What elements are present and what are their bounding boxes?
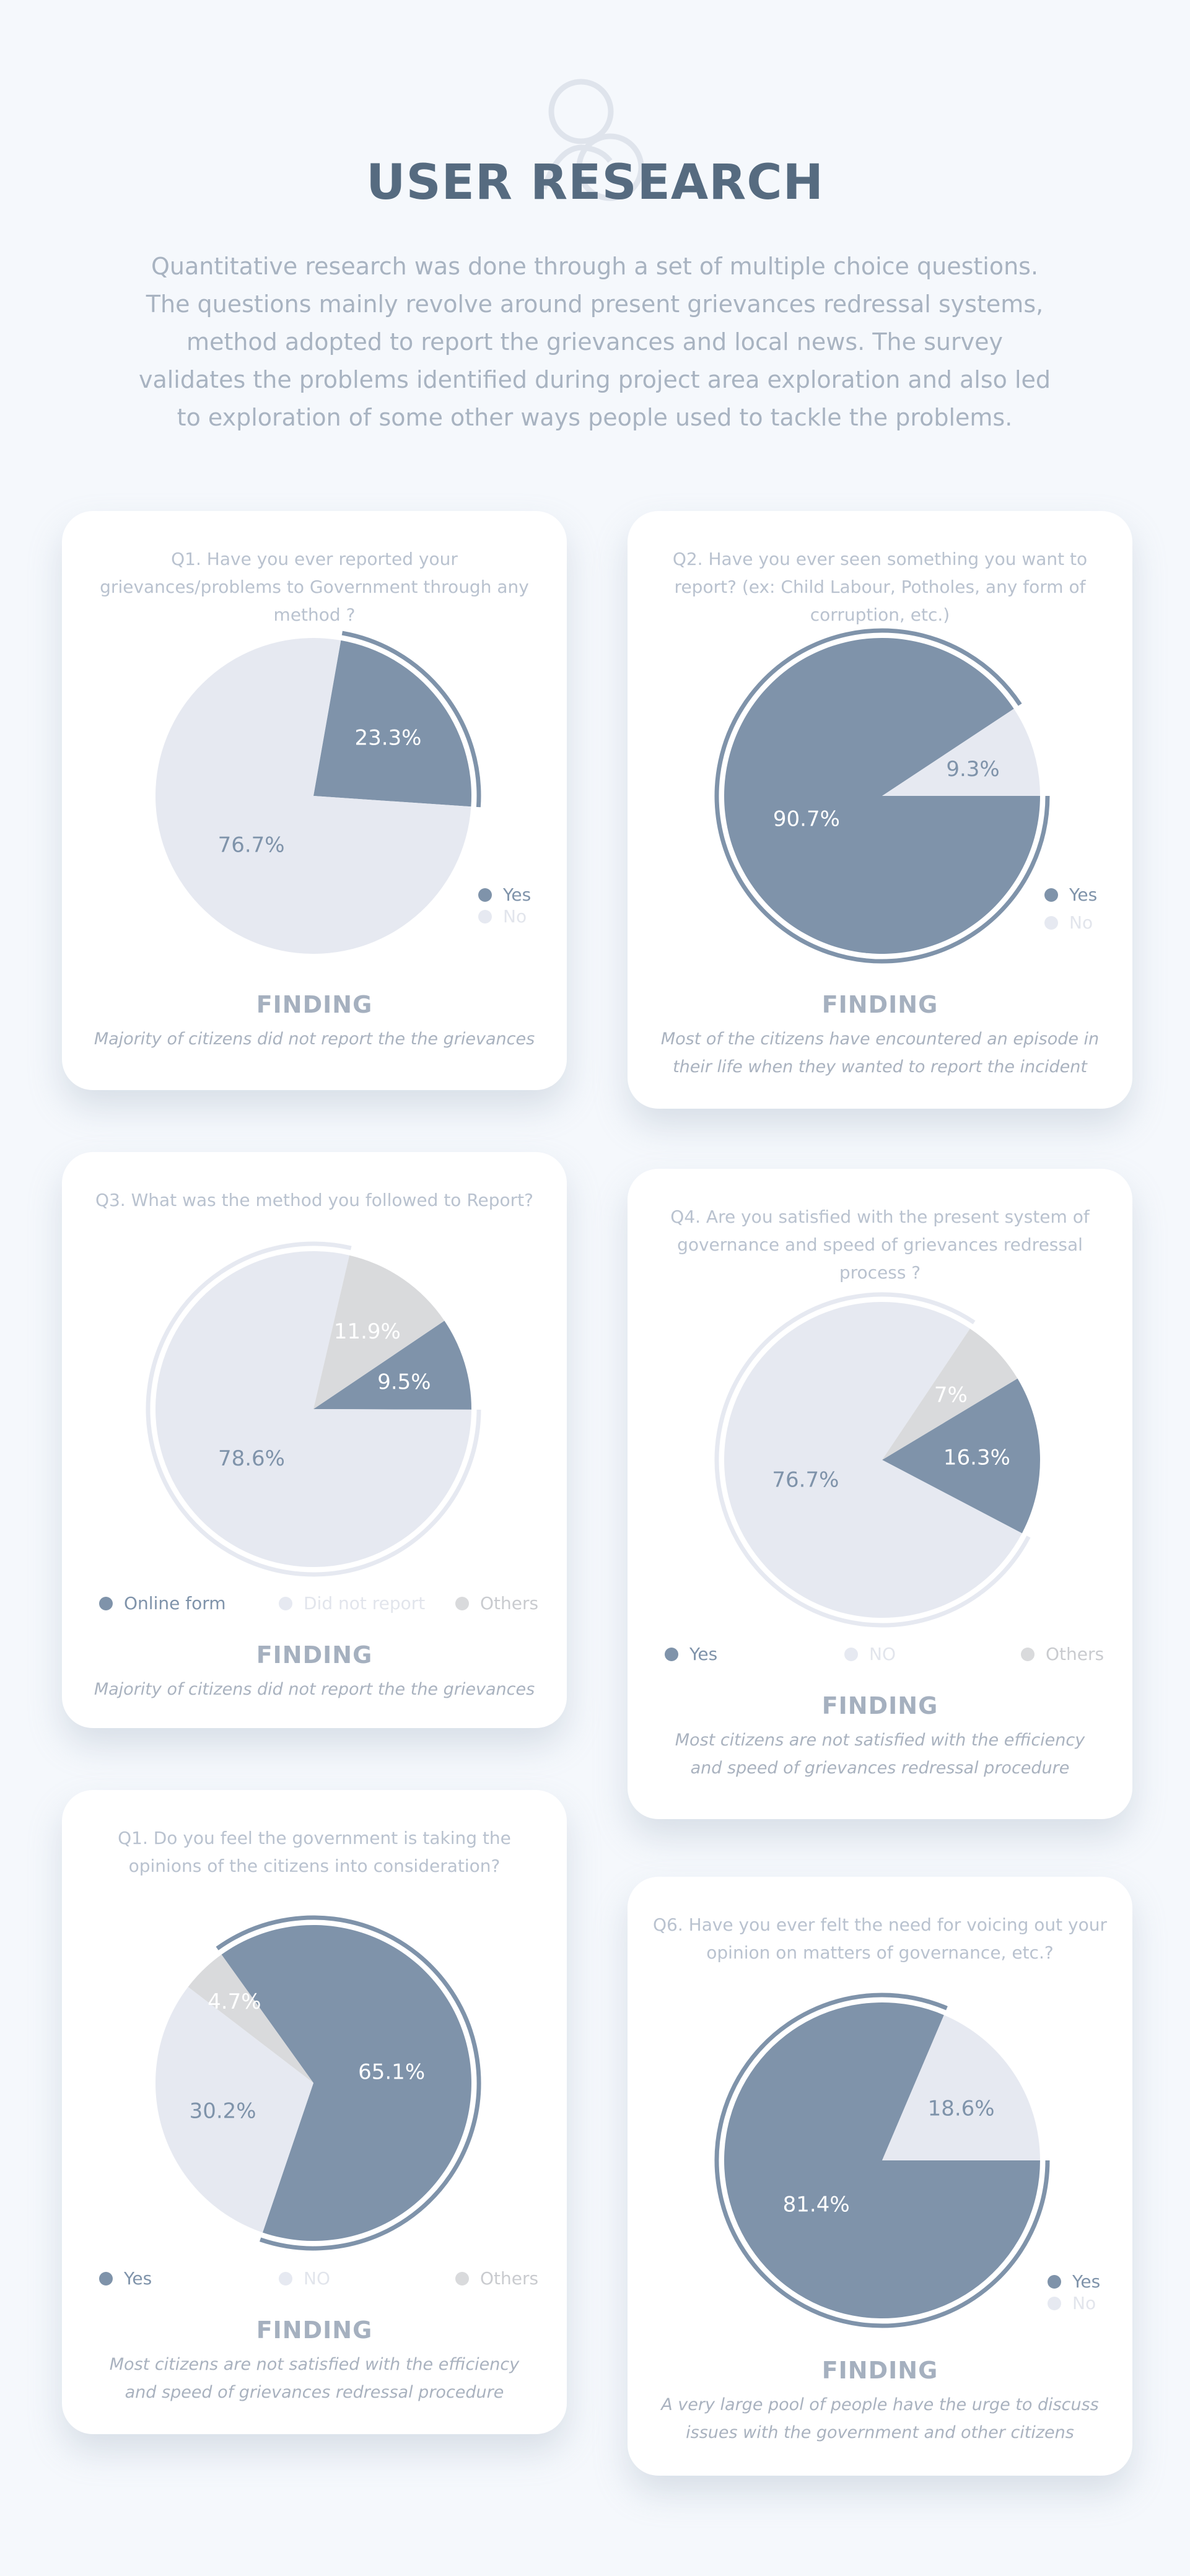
question-card-6: Q6. Have you ever felt the need for voic… [628,1877,1132,2476]
question-text: Q2. Have you ever seen something you wan… [672,549,1088,625]
pie-chart: 16.3% 76.7% 7% [714,1292,1040,1628]
question-text: Q3. What was the method you followed to … [95,1190,534,1210]
legend-label-did-not-report: Did not report [304,1593,426,1613]
legend-dot-no [844,1647,858,1661]
users-icon [541,79,644,201]
question-text: Q1. Have you ever reported your grievanc… [100,549,529,625]
finding-text: Most citizens are not satisfied with the… [109,2355,520,2402]
pie-chart: 9.5% 78.6% 11.9% [146,1241,481,1577]
finding-text: Most of the citizens have encountered an… [660,1029,1100,1076]
finding-title: FINDING [256,2316,373,2344]
legend-label-yes: Yes [689,1644,718,1664]
pie-slice-others [882,1329,1018,1460]
legend-label-no: No [503,906,527,927]
finding-title: FINDING [821,2357,938,2384]
pie-slice-yes [221,1925,471,2241]
legend-label-no: No [1072,2293,1096,2313]
pie-value-label: 90.7% [773,807,840,832]
legend-dot-did-not-report [279,1596,292,1610]
pie-highlight-ring [714,1993,1050,2328]
pie-slice-online-form [313,1321,471,1410]
pie-value-label: 11.9% [334,1319,401,1344]
pie-chart: 90.7% 9.3% [714,628,1050,964]
pie-value-label: 9.3% [946,757,999,782]
pie-slice-others [313,1255,445,1409]
pie-slice-yes [882,1378,1040,1534]
legend-dot-online-form [99,1596,113,1610]
legend-dot-others [455,2271,469,2286]
pie-value-label: 18.6% [928,2097,995,2121]
pie-highlight-ring [146,1241,481,1577]
pie-highlight-ring [341,631,481,808]
question-text: Q4. Are you satisfied with the present s… [670,1207,1090,1283]
pie-value-label: 76.7% [772,1467,839,1492]
pie-slice-no [882,2015,1040,2160]
legend-label-others: Others [480,2268,539,2289]
finding-title: FINDING [821,991,938,1018]
pie-value-label: 9.5% [377,1370,431,1395]
legend-dot-yes [665,1647,678,1661]
pie-value-label: 30.2% [190,2098,256,2123]
pie-value-label: 7% [934,1382,968,1407]
pie-slice-others [188,1954,313,2083]
legend-label-yes: Yes [503,884,532,905]
legend-label-no: NO [869,1644,896,1664]
legend-dot-no [279,2271,292,2286]
legend-label-yes: Yes [1069,884,1098,905]
pie-slice-did-not-report [155,1251,471,1567]
finding-title: FINDING [256,1641,373,1669]
legend-dot-others [455,1596,469,1610]
pie-value-label: 23.3% [354,726,421,751]
question-card-4: Q4. Are you satisfied with the present s… [628,1169,1132,1819]
question-card-3: Q3. What was the method you followed to … [62,1152,567,1728]
finding-title: FINDING [256,991,373,1018]
legend-dot-yes [478,888,492,902]
legend-dot-yes [1048,2274,1061,2289]
finding-title: FINDING [821,1692,938,1719]
finding-text: A very large pool of people have the urg… [661,2395,1099,2442]
legend-label-online-form: Online form [124,1593,226,1613]
question-card-1: Q1. Have you ever reported your grievanc… [62,511,567,1090]
legend-label-no: NO [304,2268,330,2289]
finding-text: Most citizens are not satisfied with the… [675,1731,1085,1778]
legend-dot-yes [1044,888,1058,902]
pie-slice-no [155,1986,313,2233]
pie-value-label: 78.6% [218,1446,285,1471]
pie-highlight-ring [714,628,1050,964]
pie-value-label: 16.3% [943,1446,1010,1470]
pie-slice-yes [313,640,471,807]
pie-value-label: 81.4% [783,2192,850,2217]
pie-value-label: 4.7% [208,1989,261,2014]
question-text: Q6. Have you ever felt the need for voic… [652,1915,1107,1963]
legend-label-yes: Yes [124,2268,152,2289]
pie-value-label: 65.1% [358,2059,425,2084]
page-title: USER RESEARCH [366,155,824,211]
pie-chart: 81.4% 18.6% [714,1993,1050,2328]
finding-text: Majority of citizens did not report the … [94,1029,535,1049]
pie-value-label: 76.7% [218,833,285,858]
legend-dot-others [1021,1647,1035,1661]
question-text: Q1. Do you feel the government is taking… [118,1828,511,1876]
legend-dot-no [478,909,492,923]
pie-chart: 65.1% 30.2% 4.7% [155,1915,481,2251]
question-card-5: Q1. Do you feel the government is taking… [62,1790,567,2434]
pie-highlight-ring [714,1292,1031,1628]
legend-label-no: No [1069,912,1093,933]
legend-label-others: Others [480,1593,539,1613]
intro-text: Quantitative research was done through a… [138,253,1051,431]
pie-slice-no [882,709,1040,796]
legend-label-yes: Yes [1072,2271,1101,2292]
legend-dot-no [1044,915,1058,930]
finding-text: Majority of citizens did not report the … [94,1680,535,1699]
question-card-2: Q2. Have you ever seen something you wan… [628,511,1132,1109]
pie-chart: 23.3% 76.7% [155,631,481,954]
legend-label-others: Others [1046,1644,1105,1664]
pie-highlight-ring [216,1915,481,2251]
legend-dot-yes [99,2271,113,2286]
pie-slice-no [155,638,471,954]
pie-slice-no [724,1302,1022,1618]
legend-dot-no [1048,2296,1061,2310]
